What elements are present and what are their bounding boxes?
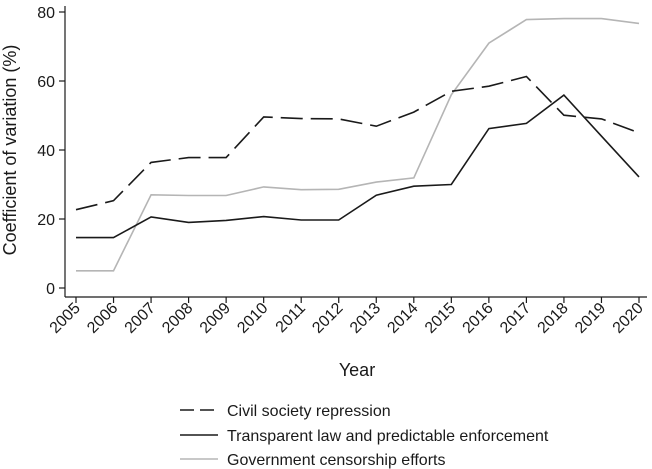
series-layer <box>75 17 640 272</box>
series-line-transparent-law-and-predictable-enforcement <box>76 94 640 239</box>
x-tick-label: 2014 <box>384 300 421 337</box>
y-tick-label: 40 <box>37 143 55 160</box>
x-tick-label: 2007 <box>122 300 159 337</box>
x-axis-title: Year <box>339 360 375 380</box>
x-tick-label: 2018 <box>535 300 572 337</box>
x-tick-label: 2011 <box>273 300 309 336</box>
legend-label: Government censorship efforts <box>227 452 445 469</box>
y-tick-label: 0 <box>46 281 55 298</box>
legend-label: Transparent law and predictable enforcem… <box>227 428 549 445</box>
x-tick-label: 2005 <box>47 300 84 337</box>
y-axis-ticks: 0 20 40 60 80 <box>37 5 65 298</box>
series-line-government-censorship-efforts <box>76 17 640 272</box>
legend: Civil society repression Transparent law … <box>180 403 549 469</box>
y-tick-label: 20 <box>37 212 55 229</box>
axes <box>64 6 647 298</box>
x-tick-label: 2009 <box>197 300 234 337</box>
x-axis-ticks: 2005 2006 2007 2008 2009 2010 2011 2012 2013 2014… <box>47 297 647 337</box>
x-tick-label: 2010 <box>234 300 271 337</box>
x-tick-label: 2012 <box>309 300 346 337</box>
x-tick-label: 2015 <box>422 300 459 337</box>
x-tick-label: 2006 <box>84 300 121 337</box>
x-tick-label: 2016 <box>460 300 497 337</box>
legend-label: Civil society repression <box>227 403 391 420</box>
x-tick-label: 2013 <box>347 300 384 337</box>
x-tick-label: 2019 <box>572 300 609 337</box>
x-tick-label: 2008 <box>159 300 196 337</box>
x-tick-label: 2017 <box>497 300 534 337</box>
y-tick-label: 60 <box>37 74 55 91</box>
y-tick-label: 80 <box>37 5 55 22</box>
y-axis-title: Coefficient of variation (%) <box>0 45 20 256</box>
x-tick-label: 2020 <box>610 300 647 337</box>
series-line-civil-society-repression <box>75 75 640 211</box>
